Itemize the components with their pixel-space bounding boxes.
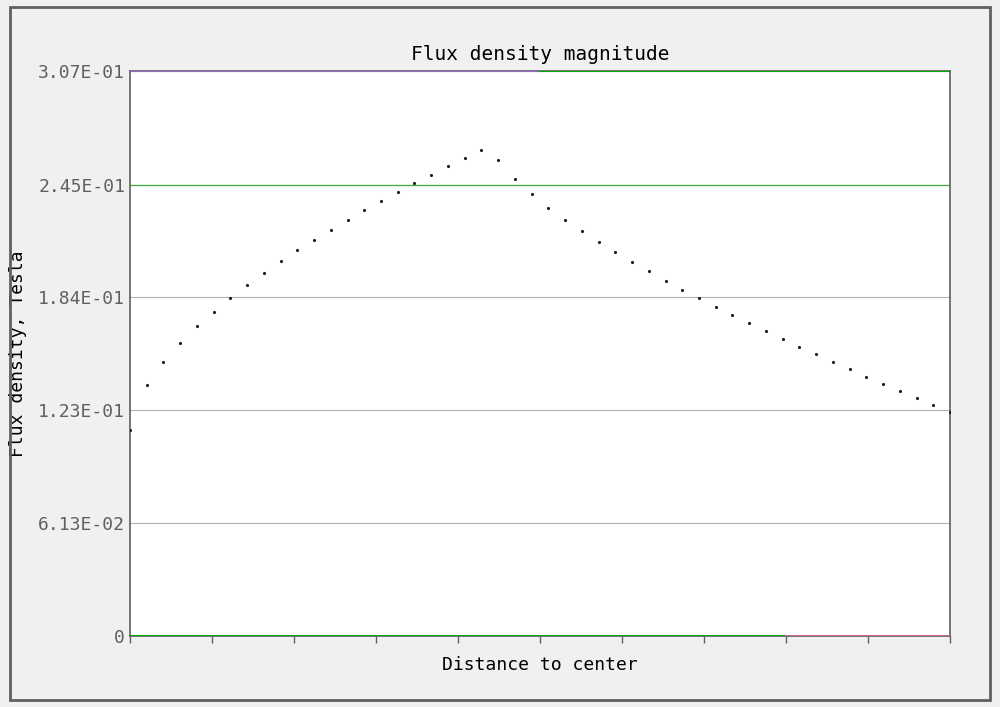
Point [758, 326, 774, 337]
Point [356, 204, 372, 216]
Point [473, 144, 489, 156]
Point [741, 317, 757, 329]
Point [942, 406, 958, 417]
Point [340, 214, 356, 226]
Point [775, 334, 791, 345]
Title: Flux density magnitude: Flux density magnitude [411, 45, 669, 64]
Point [122, 424, 138, 436]
Point [490, 154, 506, 165]
Point [858, 371, 874, 382]
Point [289, 245, 305, 256]
Point [507, 173, 523, 185]
Point [925, 399, 941, 410]
Point [440, 160, 456, 172]
Point [808, 349, 824, 360]
Point [909, 392, 925, 404]
Point [724, 310, 740, 321]
Point [557, 214, 573, 226]
Point [574, 226, 590, 237]
Point [674, 284, 690, 296]
Point [457, 152, 473, 163]
Point [172, 337, 188, 349]
Point [139, 379, 155, 390]
Point [607, 247, 623, 258]
Point [624, 257, 640, 268]
Point [708, 301, 724, 312]
Point [791, 341, 807, 353]
Point [256, 267, 272, 279]
Point [591, 236, 607, 247]
Point [155, 356, 171, 367]
Point [222, 292, 238, 303]
Point [691, 293, 707, 304]
Point [875, 378, 891, 390]
Point [323, 224, 339, 235]
Point [206, 306, 222, 317]
Point [406, 177, 422, 189]
Point [540, 202, 556, 214]
X-axis label: Distance to center: Distance to center [442, 656, 638, 674]
Point [524, 189, 540, 200]
Point [189, 321, 205, 332]
Point [825, 356, 841, 368]
Point [239, 279, 255, 291]
Point [306, 234, 322, 245]
Point [390, 187, 406, 198]
Point [892, 385, 908, 397]
Point [658, 275, 674, 286]
Point [641, 266, 657, 277]
Point [842, 363, 858, 375]
Point [273, 256, 289, 267]
Point [373, 195, 389, 206]
Point [423, 169, 439, 180]
Y-axis label: Flux density, Tesla: Flux density, Tesla [9, 250, 27, 457]
